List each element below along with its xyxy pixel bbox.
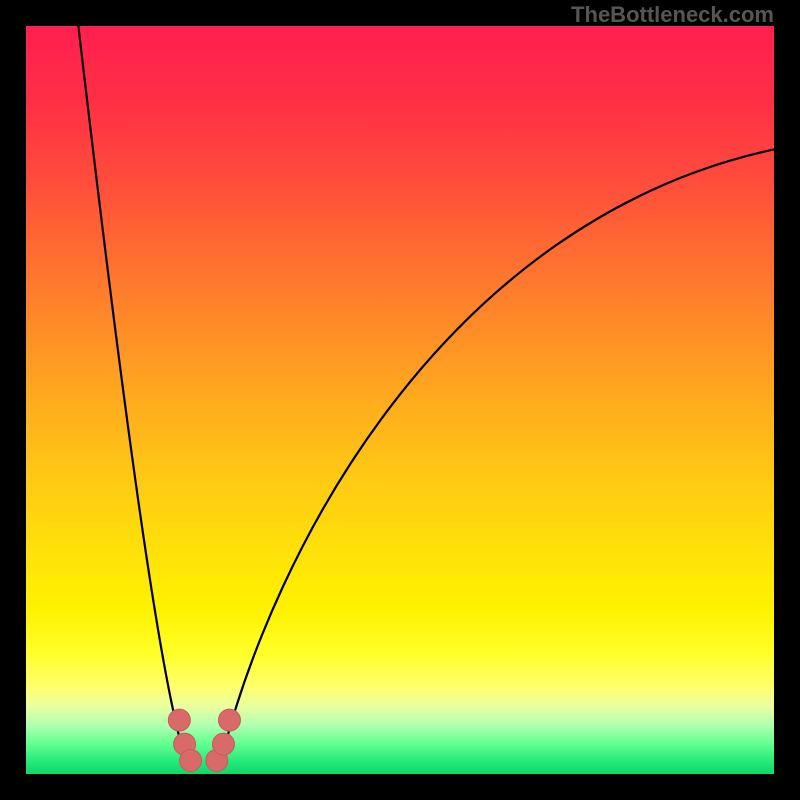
plot-frame [26,26,774,774]
watermark-text: TheBottleneck.com [571,2,774,28]
chart-container: TheBottleneck.com [0,0,800,800]
gradient-background [26,26,774,774]
